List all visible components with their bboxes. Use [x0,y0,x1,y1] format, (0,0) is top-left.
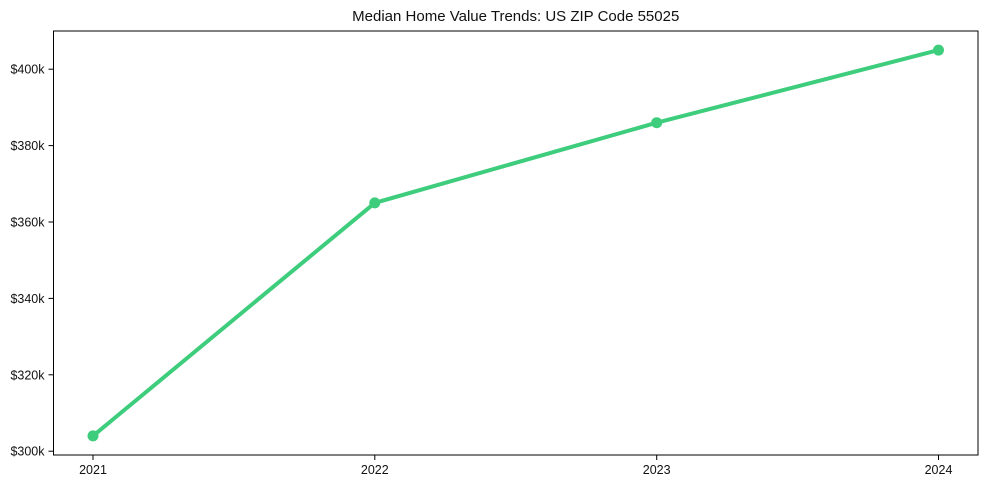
data-point-marker [651,117,663,129]
data-point-marker [933,44,944,56]
x-axis-tick-label: 2024 [925,463,953,477]
y-axis-tick-label: $300k [10,445,45,459]
data-point-marker [87,430,99,442]
x-axis-tick-label: 2022 [361,463,389,477]
y-axis-tick-label: $320k [10,368,45,382]
y-axis-tick-label: $380k [10,139,45,153]
y-axis-tick-label: $400k [10,63,45,77]
chart-title: Median Home Value Trends: US ZIP Code 55… [352,8,679,25]
trend-line [91,48,941,438]
x-axis-tick-label: 2021 [79,463,107,477]
data-point-marker [369,197,381,209]
x-axis-tick-label: 2023 [643,463,671,477]
plot-border [53,30,979,456]
y-axis-tick-label: $340k [10,292,45,306]
y-axis-tick-label: $360k [10,216,45,230]
